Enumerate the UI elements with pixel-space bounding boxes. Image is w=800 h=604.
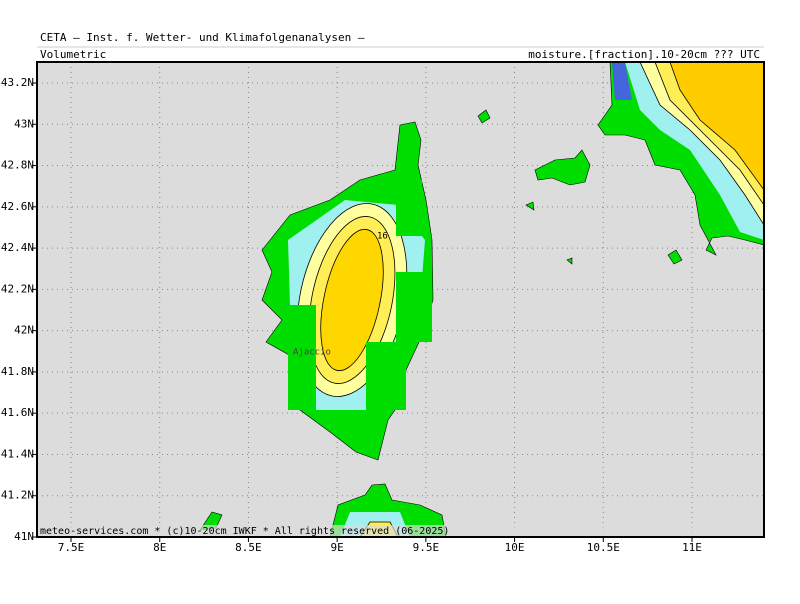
y-tick-label: 41.4N <box>1 447 34 460</box>
y-tick-label: 41.8N <box>1 365 34 378</box>
y-tick-label: 42.4N <box>1 241 34 254</box>
y-tick-label: 42.8N <box>1 159 34 172</box>
x-tick-label: 9E <box>331 541 344 554</box>
variable-label: Volumetric <box>40 48 106 61</box>
land <box>366 342 406 410</box>
header-title: CETA — Inst. f. Wetter- und Klimafolgena… <box>40 31 365 44</box>
y-tick-label: 43N <box>14 117 34 130</box>
field-label: moisture.[fraction].10-20cm ??? UTC <box>528 48 760 61</box>
y-tick-label: 42.2N <box>1 282 34 295</box>
land <box>396 180 422 236</box>
x-tick-label: 10E <box>505 541 525 554</box>
land <box>288 305 316 410</box>
x-tick-label: 11E <box>682 541 702 554</box>
land <box>396 272 432 342</box>
land <box>477 109 491 124</box>
contour-label: 16 <box>377 232 388 242</box>
x-tick-label: 8E <box>153 541 166 554</box>
y-tick-label: 41.6N <box>1 406 34 419</box>
x-tick-label: 7.5E <box>58 541 85 554</box>
contour-band <box>320 228 384 372</box>
axes: 7.5E 8E 8.5E 9E 9.5E 10E 10.5E 11E 41N 41.2N 41.4N… <box>1 76 702 554</box>
land <box>667 249 683 265</box>
x-tick-label: 9.5E <box>413 541 440 554</box>
y-tick-label: 41N <box>14 530 34 543</box>
x-tick-label: 8.5E <box>235 541 262 554</box>
y-tick-label: 43.2N <box>1 76 34 89</box>
land <box>566 257 573 265</box>
land <box>525 201 535 211</box>
contour-band <box>612 62 632 100</box>
y-tick-label: 41.2N <box>1 489 34 502</box>
x-tick-label: 10.5E <box>587 541 620 554</box>
city-label: Ajaccio <box>293 348 331 358</box>
footer: meteo-services.com * (c)10-20cm IWKF * A… <box>40 526 449 537</box>
land <box>534 149 591 186</box>
y-tick-label: 42.6N <box>1 200 34 213</box>
y-tick-label: 42N <box>14 324 34 337</box>
